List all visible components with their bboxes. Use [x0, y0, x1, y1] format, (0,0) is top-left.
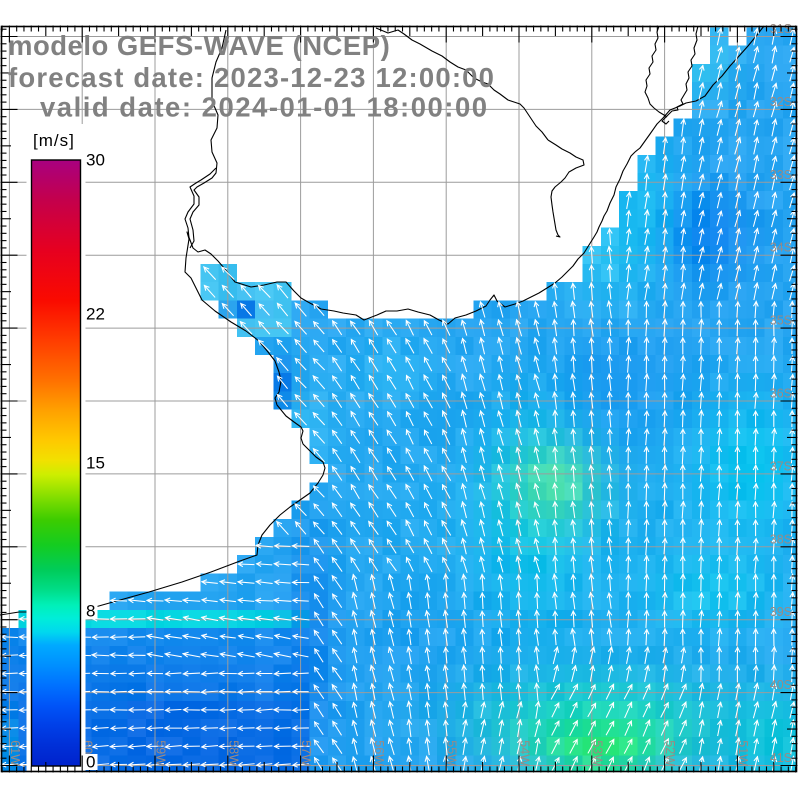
svg-text:30: 30 [86, 151, 105, 170]
svg-text:8: 8 [86, 602, 95, 621]
svg-text:38S: 38S [770, 532, 792, 546]
svg-text:39S: 39S [770, 605, 792, 619]
svg-text:61W: 61W [8, 740, 22, 766]
svg-text:53W: 53W [590, 740, 604, 766]
svg-text:56W: 56W [372, 740, 386, 766]
svg-text:22: 22 [86, 305, 105, 324]
svg-text:57W: 57W [299, 740, 313, 766]
svg-text:0: 0 [86, 753, 95, 772]
svg-text:modelo GEFS-WAVE (NCEP): modelo GEFS-WAVE (NCEP) [8, 30, 390, 61]
svg-text:35S: 35S [770, 314, 792, 328]
svg-text:33S: 33S [770, 168, 792, 182]
svg-text:40S: 40S [770, 678, 792, 692]
svg-text:41S: 41S [770, 751, 792, 765]
svg-text:51W: 51W [736, 740, 750, 766]
svg-text:forecast date: 2023-12-23 12:0: forecast date: 2023-12-23 12:00:00 [8, 62, 495, 93]
svg-text:34S: 34S [770, 241, 792, 255]
svg-text:valid date: 2024-01-01 18:00:0: valid date: 2024-01-01 18:00:00 [40, 92, 489, 123]
svg-text:32S: 32S [770, 95, 792, 109]
svg-text:54W: 54W [518, 740, 532, 766]
svg-text:37S: 37S [770, 459, 792, 473]
svg-text:36S: 36S [770, 387, 792, 401]
svg-text:55W: 55W [445, 740, 459, 766]
svg-text:59W: 59W [154, 740, 168, 766]
svg-text:15: 15 [86, 454, 105, 473]
svg-text:52W: 52W [663, 740, 677, 766]
svg-text:58W: 58W [226, 740, 240, 766]
svg-text:[m/s]: [m/s] [33, 131, 75, 150]
